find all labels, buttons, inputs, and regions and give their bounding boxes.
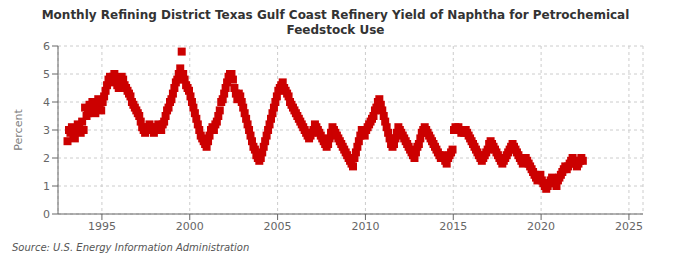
html-text:Monthly Refining District Texa: Monthly Refining District Texas Gulf Coa… bbox=[41, 8, 630, 22]
svg-text:2015: 2015 bbox=[439, 220, 467, 233]
svg-text:1: 1 bbox=[43, 180, 50, 193]
svg-text:2: 2 bbox=[43, 152, 50, 165]
svg-text:2000: 2000 bbox=[176, 220, 204, 233]
svg-text:Percent: Percent bbox=[12, 109, 25, 151]
html-text:Source: U.S. Energy Informatio: Source: U.S. Energy Information Administ… bbox=[12, 242, 250, 253]
svg-text:5: 5 bbox=[43, 68, 50, 81]
svg-text:6: 6 bbox=[43, 40, 50, 53]
svg-text:3: 3 bbox=[43, 124, 50, 137]
svg-text:2020: 2020 bbox=[527, 220, 555, 233]
svg-text:1995: 1995 bbox=[88, 220, 116, 233]
svg-text:4: 4 bbox=[43, 96, 50, 109]
svg-text:2010: 2010 bbox=[351, 220, 379, 233]
html-text:Feedstock Use: Feedstock Use bbox=[286, 23, 385, 37]
svg-text:2005: 2005 bbox=[264, 220, 292, 233]
svg-text:2025: 2025 bbox=[615, 220, 643, 233]
svg-text:0: 0 bbox=[43, 208, 50, 221]
